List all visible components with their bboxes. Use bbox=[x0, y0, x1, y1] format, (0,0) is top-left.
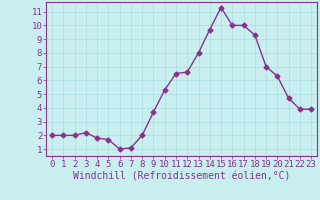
X-axis label: Windchill (Refroidissement éolien,°C): Windchill (Refroidissement éolien,°C) bbox=[73, 172, 290, 182]
